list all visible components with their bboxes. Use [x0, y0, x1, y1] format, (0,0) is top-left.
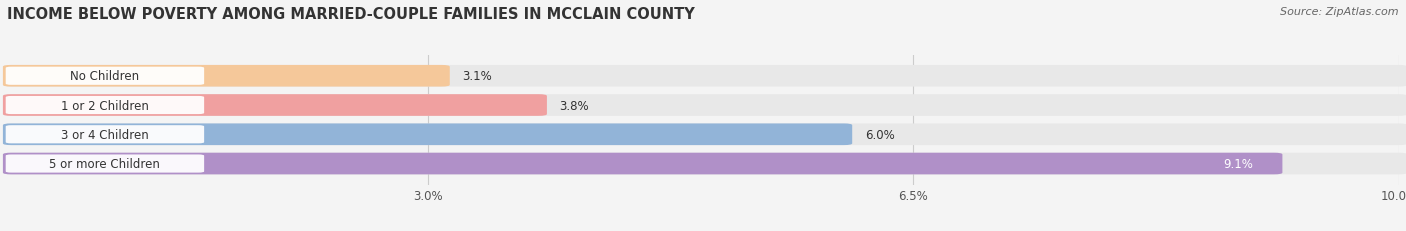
- FancyBboxPatch shape: [3, 95, 547, 116]
- FancyBboxPatch shape: [6, 97, 204, 115]
- Text: 6.0%: 6.0%: [865, 128, 894, 141]
- Text: 9.1%: 9.1%: [1223, 157, 1253, 170]
- Text: 3.8%: 3.8%: [560, 99, 589, 112]
- Text: 1 or 2 Children: 1 or 2 Children: [60, 99, 149, 112]
- Text: 3.1%: 3.1%: [463, 70, 492, 83]
- FancyBboxPatch shape: [3, 153, 1282, 175]
- Text: 5 or more Children: 5 or more Children: [49, 157, 160, 170]
- FancyBboxPatch shape: [3, 124, 852, 146]
- FancyBboxPatch shape: [3, 153, 1406, 175]
- FancyBboxPatch shape: [3, 124, 1406, 146]
- FancyBboxPatch shape: [6, 155, 204, 173]
- Text: 3 or 4 Children: 3 or 4 Children: [60, 128, 149, 141]
- FancyBboxPatch shape: [3, 66, 450, 87]
- FancyBboxPatch shape: [3, 66, 1406, 87]
- FancyBboxPatch shape: [3, 95, 1406, 116]
- FancyBboxPatch shape: [6, 67, 204, 85]
- Text: Source: ZipAtlas.com: Source: ZipAtlas.com: [1281, 7, 1399, 17]
- Text: INCOME BELOW POVERTY AMONG MARRIED-COUPLE FAMILIES IN MCCLAIN COUNTY: INCOME BELOW POVERTY AMONG MARRIED-COUPL…: [7, 7, 695, 22]
- FancyBboxPatch shape: [6, 126, 204, 144]
- Text: No Children: No Children: [70, 70, 139, 83]
